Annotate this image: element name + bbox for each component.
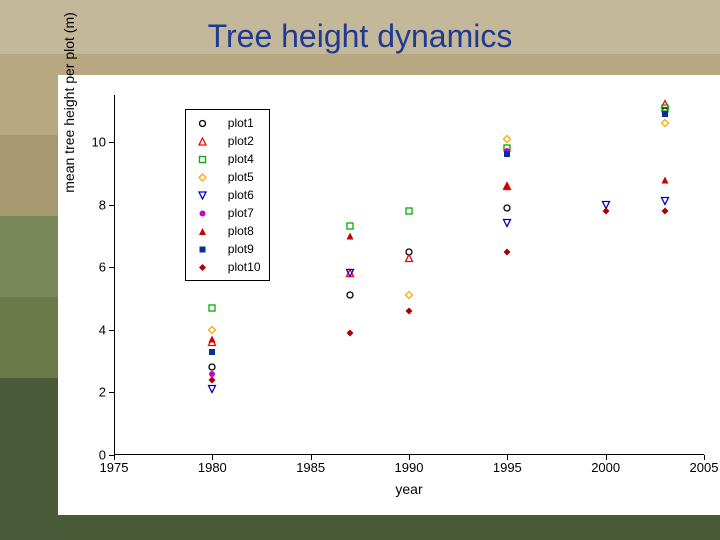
x-tick-mark <box>311 455 312 460</box>
data-point-plot2 <box>660 100 669 109</box>
legend-label: plot6 <box>228 188 254 202</box>
data-point-plot8 <box>208 335 217 344</box>
y-tick-mark <box>109 392 114 393</box>
x-tick-label: 1995 <box>493 460 522 475</box>
x-tick-label: 2000 <box>591 460 620 475</box>
data-point-plot9 <box>503 150 512 159</box>
legend: plot1 plot2 plot4 plot5 plot6 plot7 plot8 plot9… <box>185 109 270 281</box>
data-point-plot10 <box>208 375 217 384</box>
x-tick-mark <box>409 455 410 460</box>
plot-area: mean tree height per plot (m) year plot1… <box>114 95 704 455</box>
data-point-plot4 <box>660 103 669 112</box>
data-point-plot8 <box>503 181 512 190</box>
data-point-plot2 <box>346 269 355 278</box>
data-point-plot4 <box>208 303 217 312</box>
legend-marker-icon <box>194 137 212 146</box>
legend-label: plot1 <box>228 116 254 130</box>
chart-container: mean tree height per plot (m) year plot1… <box>58 75 720 515</box>
data-point-plot7 <box>208 369 217 378</box>
x-tick-label: 1980 <box>198 460 227 475</box>
data-point-plot7 <box>503 147 512 156</box>
legend-label: plot10 <box>228 260 261 274</box>
data-point-plot1 <box>405 247 414 256</box>
data-point-plot6 <box>660 197 669 206</box>
data-point-plot8 <box>346 231 355 240</box>
y-tick-mark <box>109 205 114 206</box>
y-tick-label: 8 <box>82 197 106 212</box>
y-tick-mark <box>109 142 114 143</box>
x-tick-mark <box>704 455 705 460</box>
legend-label: plot4 <box>228 152 254 166</box>
data-point-plot8 <box>660 175 669 184</box>
x-axis-label: year <box>395 481 422 497</box>
data-point-plot5 <box>503 134 512 143</box>
legend-item-plot6: plot6 <box>194 186 261 204</box>
legend-item-plot8: plot8 <box>194 222 261 240</box>
legend-label: plot9 <box>228 242 254 256</box>
legend-item-plot2: plot2 <box>194 132 261 150</box>
data-point-plot10 <box>601 206 610 215</box>
data-point-plot6 <box>503 219 512 228</box>
x-tick-label: 1985 <box>296 460 325 475</box>
data-point-plot6 <box>208 385 217 394</box>
y-tick-mark <box>109 267 114 268</box>
data-point-plot2 <box>208 338 217 347</box>
x-tick-label: 1990 <box>395 460 424 475</box>
legend-label: plot5 <box>228 170 254 184</box>
data-point-plot1 <box>346 291 355 300</box>
legend-marker-icon <box>194 191 212 200</box>
data-point-plot4 <box>405 206 414 215</box>
legend-marker-icon <box>194 155 212 164</box>
data-point-plot10 <box>660 206 669 215</box>
legend-item-plot1: plot1 <box>194 114 261 132</box>
data-point-plot5 <box>660 119 669 128</box>
data-point-plot10 <box>346 328 355 337</box>
data-point-plot2 <box>405 253 414 262</box>
y-tick-label: 10 <box>82 134 106 149</box>
legend-marker-icon <box>194 263 212 272</box>
data-point-plot5 <box>208 325 217 334</box>
data-point-plot4 <box>503 144 512 153</box>
x-tick-mark <box>606 455 607 460</box>
legend-marker-icon <box>194 119 212 128</box>
data-point-plot10 <box>405 307 414 316</box>
legend-marker-icon <box>194 209 212 218</box>
x-tick-mark <box>212 455 213 460</box>
x-tick-mark <box>114 455 115 460</box>
legend-item-plot9: plot9 <box>194 240 261 258</box>
slide-title: Tree height dynamics <box>0 18 720 55</box>
data-point-plot4 <box>346 222 355 231</box>
data-point-plot7 <box>660 109 669 118</box>
data-point-plot2 <box>503 181 512 190</box>
y-tick-label: 6 <box>82 260 106 275</box>
legend-item-plot4: plot4 <box>194 150 261 168</box>
legend-label: plot7 <box>228 206 254 220</box>
legend-item-plot5: plot5 <box>194 168 261 186</box>
x-tick-mark <box>507 455 508 460</box>
legend-marker-icon <box>194 245 212 254</box>
data-point-plot6 <box>346 269 355 278</box>
data-point-plot1 <box>660 106 669 115</box>
data-point-plot9 <box>208 347 217 356</box>
y-axis-line <box>114 95 115 455</box>
legend-item-plot10: plot10 <box>194 258 261 276</box>
legend-label: plot2 <box>228 134 254 148</box>
x-tick-label: 1975 <box>100 460 129 475</box>
y-tick-label: 4 <box>82 322 106 337</box>
y-tick-label: 2 <box>82 385 106 400</box>
legend-marker-icon <box>194 173 212 182</box>
data-point-plot10 <box>503 247 512 256</box>
data-point-plot1 <box>503 203 512 212</box>
data-point-plot5 <box>405 291 414 300</box>
x-tick-label: 2005 <box>690 460 719 475</box>
legend-label: plot8 <box>228 224 254 238</box>
data-point-plot9 <box>660 109 669 118</box>
data-point-plot1 <box>208 363 217 372</box>
y-tick-mark <box>109 330 114 331</box>
data-point-plot6 <box>601 200 610 209</box>
legend-marker-icon <box>194 227 212 236</box>
legend-item-plot7: plot7 <box>194 204 261 222</box>
